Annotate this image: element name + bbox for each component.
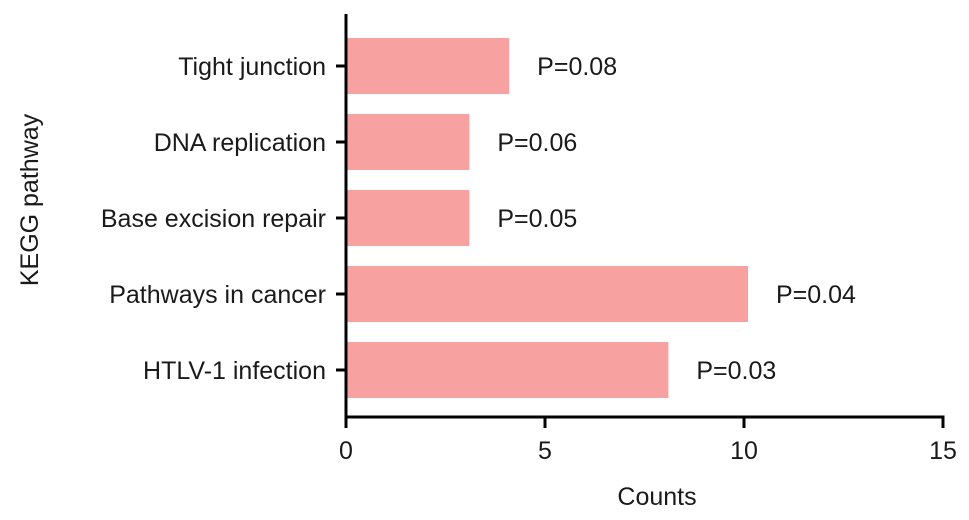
- category-label-3: Base excision repair: [101, 205, 326, 233]
- bar-2: [346, 114, 470, 170]
- x-tick-label-1: 0: [339, 437, 353, 465]
- category-label-4: Pathways in cancer: [109, 281, 326, 309]
- p-value-label-4: P=0.04: [776, 281, 856, 309]
- bar-1: [346, 38, 510, 94]
- x-tick-label-4: 15: [929, 437, 957, 465]
- p-value-label-1: P=0.08: [537, 53, 617, 81]
- x-axis: 0 5 10 15: [339, 415, 957, 465]
- bars-group: [346, 38, 748, 398]
- category-label-5: HTLV-1 infection: [143, 357, 326, 385]
- category-label-2: DNA replication: [154, 129, 326, 157]
- p-value-label-3: P=0.05: [497, 205, 577, 233]
- y-axis: Tight junction DNA replication Base excisi…: [101, 14, 348, 417]
- x-tick-label-2: 5: [538, 437, 552, 465]
- bar-5: [346, 342, 669, 398]
- category-label-1: Tight junction: [178, 53, 326, 81]
- bar-4: [346, 266, 748, 322]
- x-tick-label-3: 10: [730, 437, 758, 465]
- y-axis-title: KEGG pathway: [16, 113, 44, 286]
- p-value-labels: P=0.08 P=0.06 P=0.05 P=0.04 P=0.03: [497, 53, 856, 385]
- p-value-label-5: P=0.03: [696, 357, 776, 385]
- p-value-label-2: P=0.06: [497, 129, 577, 157]
- bar-3: [346, 190, 470, 246]
- x-axis-title: Counts: [617, 483, 696, 511]
